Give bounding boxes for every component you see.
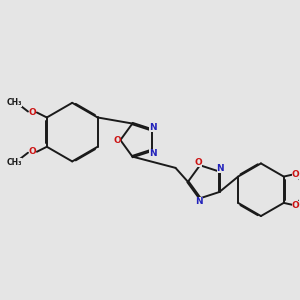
Text: CH₃: CH₃: [7, 98, 22, 106]
Text: O: O: [194, 158, 202, 167]
Text: O: O: [292, 201, 299, 210]
Text: O: O: [28, 108, 36, 117]
Text: N: N: [149, 123, 157, 132]
Text: O: O: [28, 147, 36, 156]
Text: O: O: [114, 136, 122, 145]
Text: CH₃: CH₃: [7, 158, 22, 167]
Text: N: N: [217, 164, 224, 173]
Text: O: O: [292, 169, 299, 178]
Text: N: N: [149, 148, 157, 158]
Text: N: N: [195, 196, 203, 206]
